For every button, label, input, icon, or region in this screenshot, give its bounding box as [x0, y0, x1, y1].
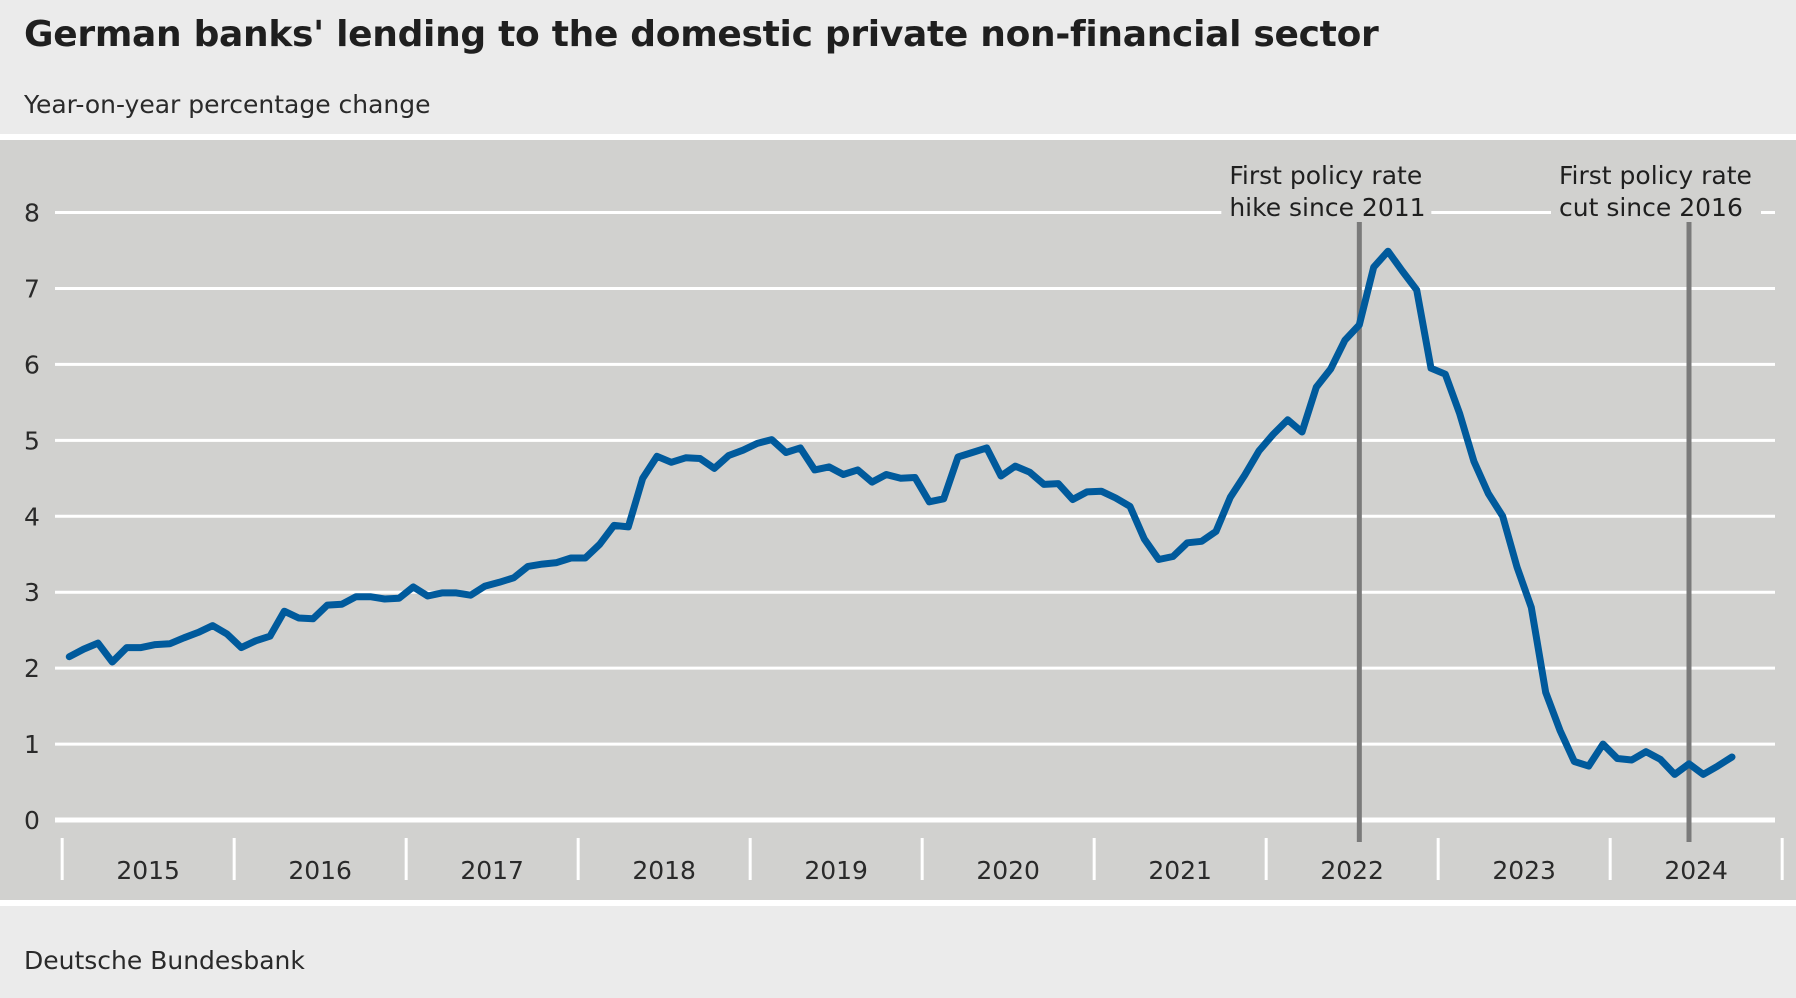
source-note: Deutsche Bundesbank [24, 946, 305, 975]
y-tick-label: 6 [24, 350, 40, 379]
x-tick-label: 2023 [1492, 856, 1556, 885]
y-tick-label: 0 [24, 806, 40, 835]
y-tick-label: 5 [24, 426, 40, 455]
chart-subtitle: Year-on-year percentage change [24, 90, 431, 119]
x-tick-label: 2017 [460, 856, 524, 885]
rate-cut-label-line: cut since 2016 [1559, 193, 1743, 222]
rate-cut-label-line: First policy rate [1559, 161, 1752, 190]
rate-hike-label-line: First policy rate [1229, 161, 1422, 190]
top-divider [0, 134, 1796, 140]
x-tick-label: 2022 [1320, 856, 1384, 885]
y-tick-label: 2 [24, 654, 40, 683]
rate-hike-label-bg [1221, 156, 1432, 222]
series-line-0 [65, 247, 1736, 778]
rate-hike-label-line: hike since 2011 [1229, 193, 1425, 222]
y-tick-label: 8 [24, 199, 40, 228]
y-tick-label: 1 [24, 730, 40, 759]
y-tick-label: 3 [24, 578, 40, 607]
chart-title: German banks' lending to the domestic pr… [24, 14, 1379, 55]
x-tick-label: 2015 [116, 856, 180, 885]
x-tick-label: 2016 [288, 856, 352, 885]
x-tick-label: 2024 [1664, 856, 1728, 885]
plot-area [0, 140, 1796, 900]
y-tick-label: 7 [24, 274, 40, 303]
x-tick-label: 2020 [976, 856, 1040, 885]
x-tick-label: 2019 [804, 856, 868, 885]
x-tick-label: 2018 [632, 856, 696, 885]
x-tick-label: 2021 [1148, 856, 1212, 885]
y-tick-label: 4 [24, 502, 40, 531]
rate-cut-label-bg [1551, 156, 1761, 222]
bottom-divider [0, 900, 1796, 906]
